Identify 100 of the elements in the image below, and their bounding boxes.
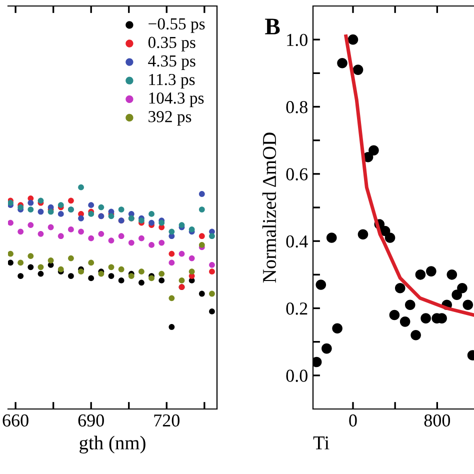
point <box>28 264 34 270</box>
point <box>168 250 175 257</box>
point <box>332 323 342 334</box>
legend-label: 4.35 ps <box>148 55 196 70</box>
point <box>158 270 165 277</box>
point <box>188 255 195 262</box>
point <box>68 198 74 204</box>
point <box>404 300 416 310</box>
x-tick-label: 800 <box>424 414 450 427</box>
x-axis-title: gth (nm) <box>80 436 146 454</box>
x-tick-label: 690 <box>78 414 104 427</box>
point <box>168 228 175 235</box>
point <box>209 268 215 275</box>
point <box>68 255 74 262</box>
line-series <box>344 34 474 317</box>
y-tick-label: 0.6 <box>286 168 308 180</box>
point <box>88 202 94 208</box>
point <box>368 145 379 156</box>
legend-label: 0.35 ps <box>148 36 196 52</box>
point <box>209 233 215 240</box>
point <box>38 208 44 215</box>
point <box>68 226 74 232</box>
point <box>168 324 175 330</box>
point <box>148 242 154 248</box>
point <box>198 206 205 212</box>
point <box>198 233 205 240</box>
point <box>188 268 195 275</box>
point <box>322 343 332 354</box>
point <box>48 224 54 230</box>
legend-label: −0.55 ps <box>148 18 205 33</box>
point <box>138 268 144 275</box>
y-tick-label: 0.4 <box>286 235 308 248</box>
point <box>48 258 54 264</box>
point <box>352 64 364 75</box>
point <box>28 200 34 206</box>
point <box>28 222 34 228</box>
point <box>326 232 337 243</box>
legend-label: 104.3 ps <box>149 92 204 108</box>
point <box>98 204 104 210</box>
legend-label: 11.3 ps <box>149 74 195 89</box>
point <box>209 262 215 268</box>
point <box>415 270 426 280</box>
point <box>198 242 205 248</box>
point <box>38 270 44 277</box>
point <box>168 295 175 302</box>
point <box>38 230 44 237</box>
point <box>8 260 14 266</box>
x-tick-label: 720 <box>154 414 180 427</box>
point <box>88 260 94 266</box>
point <box>188 226 195 232</box>
point <box>78 228 84 235</box>
point <box>38 264 44 270</box>
point <box>148 211 154 217</box>
point <box>389 310 400 320</box>
x-tick-label: 660 <box>2 414 28 427</box>
point <box>348 34 358 45</box>
y-tick-label: 0.0 <box>286 370 308 382</box>
point <box>78 184 84 190</box>
y-tick-label: 0.8 <box>286 101 308 114</box>
point <box>58 266 64 272</box>
point <box>8 220 14 226</box>
point <box>88 211 94 217</box>
x-axis-title: Ti <box>313 436 330 450</box>
point <box>410 330 421 340</box>
point <box>457 282 468 294</box>
x-tick-label: 0 <box>349 414 357 427</box>
point <box>198 191 205 197</box>
point <box>88 235 94 242</box>
point <box>108 238 114 244</box>
y-axis-title: Normalized ΔmOD <box>262 132 276 283</box>
point <box>420 313 431 324</box>
point <box>118 233 124 240</box>
point <box>88 275 94 282</box>
point <box>98 230 104 237</box>
point <box>209 308 215 314</box>
point <box>58 211 64 217</box>
point <box>426 266 436 276</box>
point <box>316 280 326 290</box>
point <box>400 316 410 327</box>
point <box>138 235 144 242</box>
point <box>337 58 348 68</box>
point <box>462 300 474 310</box>
point <box>138 280 144 286</box>
point <box>108 213 114 220</box>
point <box>168 260 175 266</box>
point <box>446 270 458 280</box>
y-tick-label: 1.0 <box>287 34 308 46</box>
legend-label: 392 ps <box>148 111 192 126</box>
point <box>158 240 165 246</box>
point <box>28 253 34 260</box>
point <box>148 220 154 226</box>
point <box>358 229 368 240</box>
text: B <box>265 18 280 34</box>
point <box>108 264 114 270</box>
point <box>394 282 406 294</box>
point <box>178 277 185 284</box>
point <box>158 277 165 284</box>
point <box>128 273 134 279</box>
point <box>28 206 34 212</box>
point <box>78 215 84 222</box>
